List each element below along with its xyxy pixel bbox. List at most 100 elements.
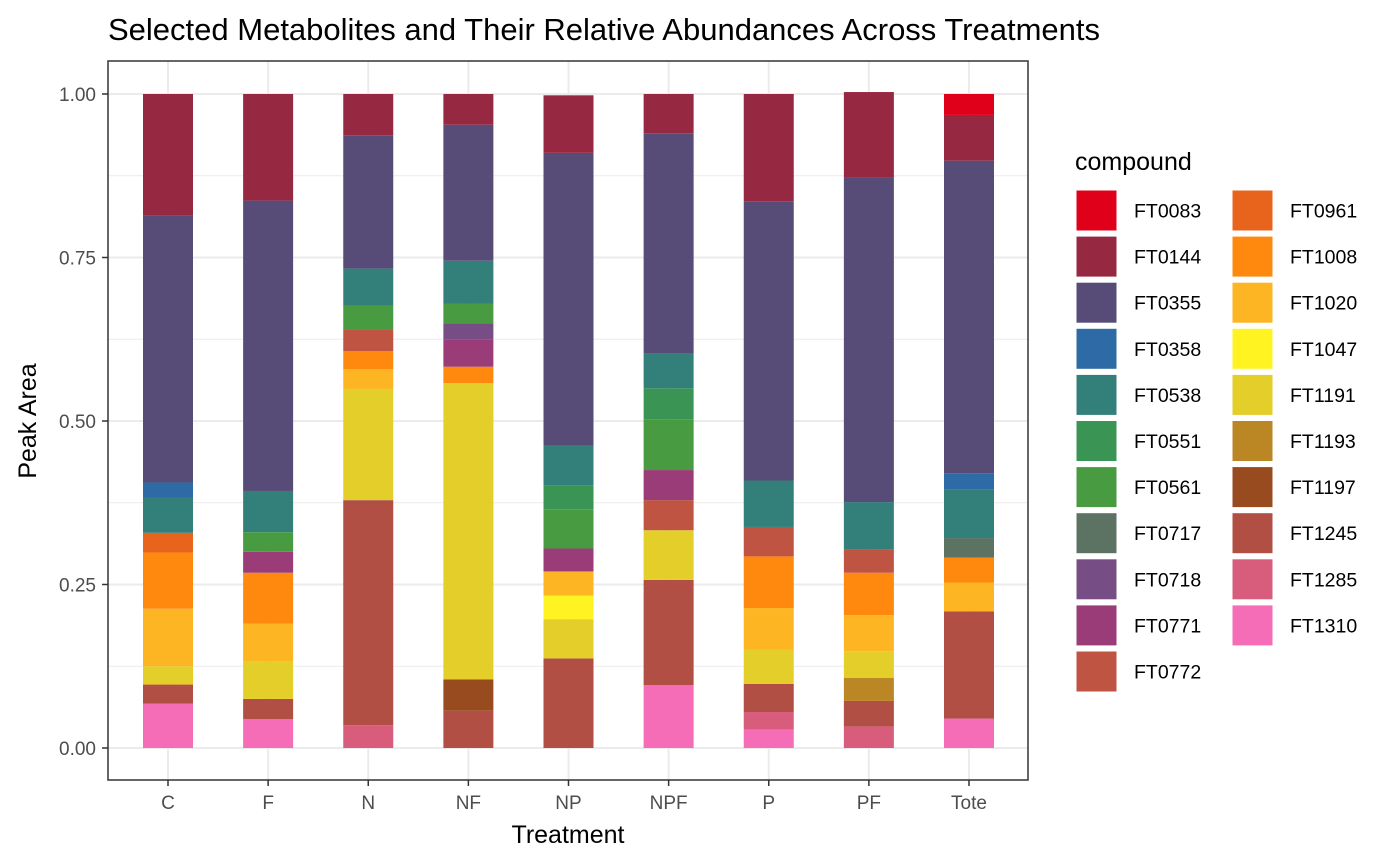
bar-segment-nf-ft0355 [443,124,494,261]
bar-segment-p-ft1008 [743,556,794,609]
bar-segment-p-ft0355 [743,201,794,481]
legend-key [1075,373,1118,416]
legend-item-ft0355: FT0355 [1075,281,1201,324]
bar-segment-np-ft1245 [543,658,594,748]
bar-segment-f-ft0538 [243,490,294,533]
bar-segment-nf-ft1197 [443,679,494,711]
legend-key [1231,373,1274,416]
bar-segment-np-ft0538 [543,445,594,486]
bar-segment-p-ft1285 [743,712,794,730]
legend-label: FT1285 [1290,569,1357,591]
bar-segment-tote-ft0144 [944,114,994,161]
legend-item-ft0718: FT0718 [1075,558,1201,601]
bar-segment-pf-ft0538 [843,502,894,550]
bar-segment-n-ft0355 [343,135,394,269]
bar-segment-c-ft1191 [143,666,193,685]
bar-segment-tote-ft0717 [944,538,994,558]
legend-label: FT1310 [1290,615,1357,637]
bar-segment-c-ft0144 [143,94,193,216]
bar-segment-p-ft0144 [743,94,794,202]
legend-label: FT1191 [1290,385,1356,407]
bar-segment-n-ft1008 [343,351,394,370]
bar-stack-f [243,94,294,748]
bar-segment-f-ft0144 [243,94,294,201]
bar-segment-f-ft0771 [243,551,294,573]
legend-item-ft0561: FT0561 [1075,466,1201,509]
bar-segment-npf-ft0561 [643,419,694,471]
bar-segment-p-ft1310 [743,729,794,748]
x-tick-label: C [161,793,175,814]
legend-key [1231,235,1274,278]
bar-segment-tote-ft1310 [944,718,994,748]
legend-label: FT1245 [1290,523,1357,545]
bar-segment-nf-ft1191 [443,383,494,680]
legend-key [1231,466,1274,509]
bar-segment-nf-ft0718 [443,323,494,340]
legend-key [1075,235,1118,278]
legend: compound FT0083 FT0144 FT0355 FT0358 FT0538 F… [1075,148,1357,693]
legend-label: FT0961 [1290,201,1357,223]
y-axis: 0.00 0.25 0.50 0.75 1.00 [59,85,108,760]
legend-label: FT0355 [1134,293,1201,315]
bar-stack-p [743,94,794,748]
legend-key [1231,420,1274,462]
bar-segment-c-ft1310 [143,703,193,748]
legend-item-ft0538: FT0538 [1075,373,1201,416]
legend-item-ft1197: FT1197 [1231,466,1356,509]
bar-segment-c-ft0961 [143,532,193,553]
legend-label: FT0771 [1134,615,1201,637]
legend-key [1075,189,1118,232]
legend-label: FT0538 [1134,385,1201,407]
bar-segment-p-ft0538 [743,480,794,527]
bar-segment-nf-ft0144 [443,94,494,125]
legend-item-ft1020: FT1020 [1231,281,1357,324]
y-tick-label: 1.00 [59,85,96,106]
bar-stack-tote [944,94,994,748]
bar-segment-pf-ft1008 [843,572,894,616]
legend-label: FT0772 [1134,662,1201,684]
bar-segment-nf-ft1008 [443,366,494,384]
legend-key [1231,327,1274,370]
legend-key [1075,327,1118,370]
bar-segment-pf-ft1193 [843,678,894,701]
legend-label: FT1197 [1290,477,1356,499]
bar-stack-npf [643,94,694,748]
bar-segment-tote-ft0083 [944,94,994,115]
bar-segment-p-ft1245 [743,683,794,713]
bar-segment-c-ft0358 [143,482,193,498]
bar-segment-c-ft0538 [143,497,193,533]
bar-segment-nf-ft0771 [443,339,494,367]
bar-segment-np-ft0771 [543,548,594,572]
bar-segment-pf-ft0772 [843,549,894,573]
legend-item-ft1008: FT1008 [1231,235,1357,278]
bar-segment-nf-ft0538 [443,260,494,304]
x-tick-label: F [262,793,274,814]
legend-key [1231,604,1274,647]
bar-segment-c-ft1020 [143,608,193,667]
bar-segment-pf-ft0355 [843,177,894,503]
legend-key [1075,650,1118,693]
bar-segment-n-ft1020 [343,369,394,389]
legend-label: FT0717 [1134,523,1201,545]
bar-segment-pf-ft1285 [843,726,894,748]
bar-segment-npf-ft0538 [643,353,694,389]
bar-segment-npf-ft0772 [643,500,694,531]
bar-segment-tote-ft0358 [944,473,994,490]
legend-key [1075,558,1118,601]
legend-title: compound [1075,148,1192,176]
y-axis-title: Peak Area [14,363,42,478]
bar-segment-np-ft1047 [543,595,594,620]
bar-segment-f-ft1008 [243,572,294,624]
x-axis: C F N NF NP NPF P PF Tote [161,780,987,814]
bar-segment-npf-ft1310 [643,685,694,748]
bar-stack-pf [843,92,894,748]
legend-item-ft0961: FT0961 [1231,189,1357,232]
legend-item-ft0358: FT0358 [1075,327,1201,370]
bar-segment-n-ft0772 [343,329,394,352]
bar-segment-n-ft0538 [343,268,394,306]
bar-segment-n-ft0144 [343,94,394,136]
x-tick-label: NPF [650,793,688,814]
legend-key [1075,281,1118,324]
